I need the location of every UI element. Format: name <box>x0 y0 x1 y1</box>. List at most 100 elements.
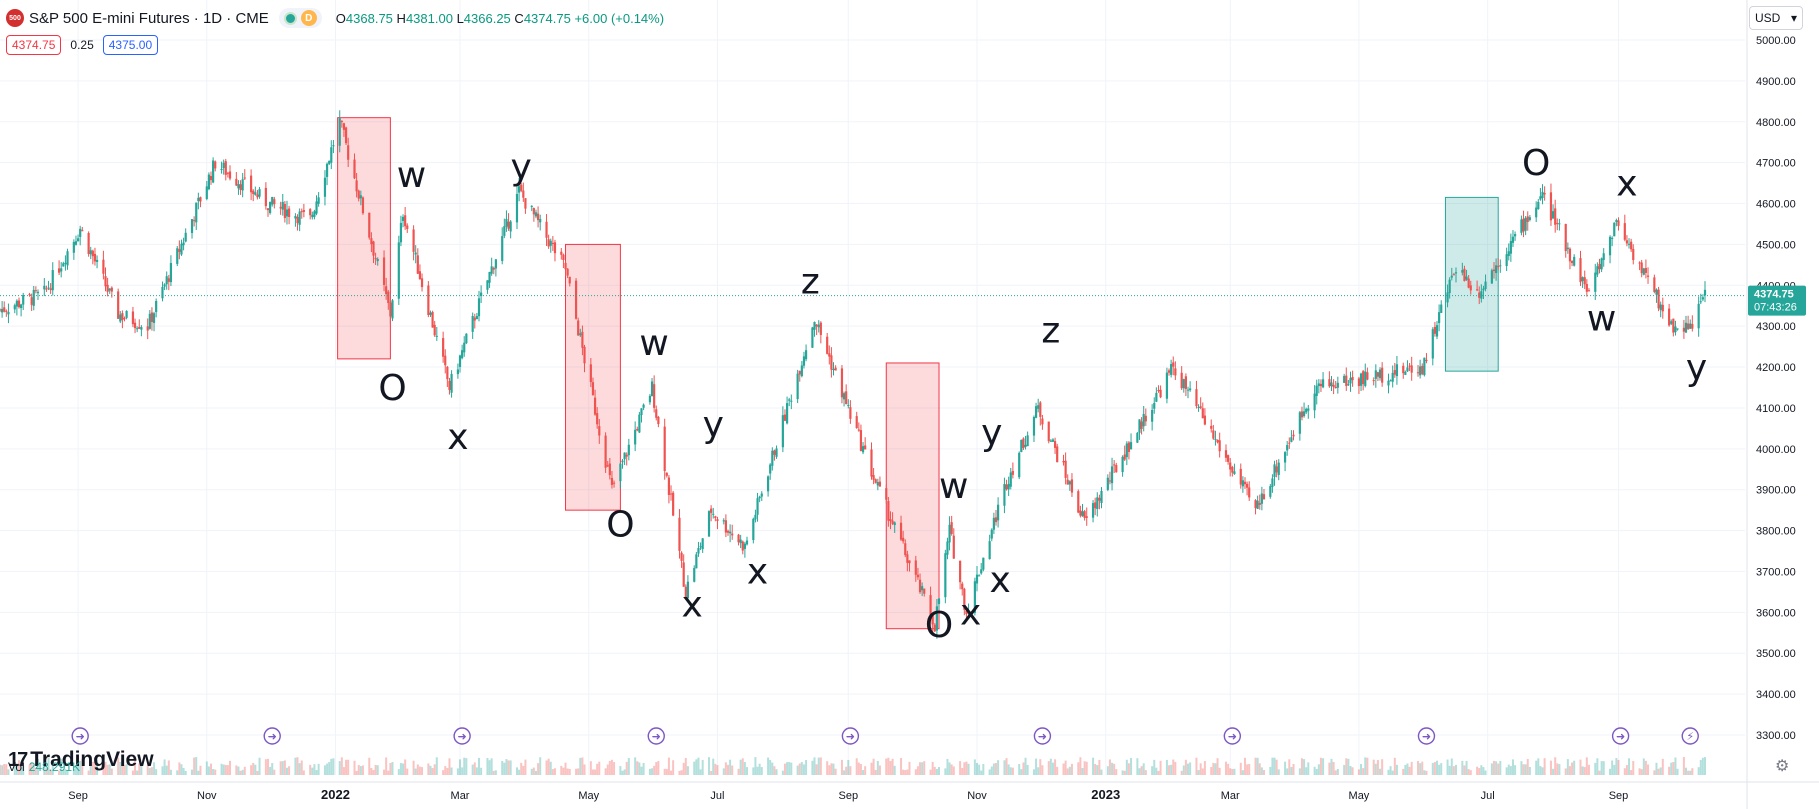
candle-body <box>918 579 922 593</box>
volume-bar <box>522 765 525 775</box>
event-arrow-icon[interactable]: ➜ <box>1611 727 1630 745</box>
candle-body <box>849 407 852 419</box>
candle-body <box>1469 285 1472 291</box>
candle-body <box>1494 265 1498 274</box>
volume-bar <box>302 770 305 775</box>
volume-bar <box>332 758 335 775</box>
candle-body <box>1053 441 1057 448</box>
candle-body <box>1672 318 1675 333</box>
candle-body <box>902 537 905 542</box>
volume-bar <box>212 768 215 775</box>
volume-bar <box>902 769 905 775</box>
event-arrow-icon[interactable]: ➜ <box>1417 727 1436 745</box>
volume-bar <box>459 759 462 775</box>
candle-body <box>17 300 21 308</box>
volume-bar <box>805 759 808 775</box>
candle-body <box>43 285 46 290</box>
event-arrow-icon[interactable]: ➜ <box>1223 727 1242 745</box>
volume-bar <box>1499 760 1502 775</box>
candle-body <box>828 353 831 357</box>
candle-body <box>503 226 506 236</box>
volume-bar <box>226 765 229 775</box>
candle-body <box>1676 328 1679 330</box>
volume-bar <box>1064 760 1067 775</box>
candle-body <box>766 476 770 492</box>
volume-bar <box>81 758 84 775</box>
candle-body <box>857 429 860 431</box>
volume-bar <box>214 769 217 775</box>
candle-body <box>235 178 238 186</box>
candle-body <box>948 524 951 543</box>
volume-bar <box>1305 767 1308 775</box>
candle-body <box>1241 480 1244 487</box>
candle-body <box>1077 491 1080 513</box>
candle-body <box>1402 365 1405 374</box>
candle-body <box>1007 483 1010 490</box>
lightning-icon[interactable]: ⚡ <box>1681 727 1699 745</box>
currency-select[interactable]: USD ▾ <box>1749 6 1803 30</box>
candle-body <box>610 477 614 485</box>
price-tick-label: 4200.00 <box>1756 362 1796 374</box>
volume-bar <box>359 766 362 775</box>
wave-label: y <box>511 147 532 188</box>
buy-button[interactable]: 4375.00 <box>102 35 159 55</box>
candle-body <box>435 335 438 337</box>
event-arrow-icon[interactable]: ➜ <box>71 727 89 745</box>
event-arrow-icon[interactable]: ➜ <box>453 727 471 745</box>
candle-body <box>49 288 52 290</box>
candle-body <box>178 249 181 252</box>
candle-body <box>1290 437 1293 442</box>
candle-body <box>302 210 305 212</box>
volume-bar <box>1277 769 1280 775</box>
volume-bar <box>148 768 151 775</box>
candle-body <box>418 271 422 280</box>
candle-body <box>1155 392 1158 402</box>
candle-body <box>1098 497 1101 501</box>
volume-bar <box>36 758 39 775</box>
volume-bar <box>1170 764 1173 775</box>
candle-body <box>1476 289 1479 291</box>
volume-bar <box>539 757 542 775</box>
candle-body <box>376 258 379 262</box>
candle-body <box>796 373 799 400</box>
candle-body <box>64 262 67 264</box>
price-tick-label: 3800.00 <box>1756 526 1796 538</box>
candle-body <box>944 553 947 598</box>
volume-bar <box>1347 758 1350 775</box>
candle-body <box>254 192 257 195</box>
volume-bar <box>1292 763 1295 775</box>
candle-body <box>357 190 360 199</box>
volume-bar <box>1685 767 1688 775</box>
candle-body <box>281 201 284 210</box>
event-arrow-icon[interactable]: ➜ <box>841 727 860 745</box>
event-arrow-icon[interactable]: ➜ <box>1033 727 1052 745</box>
wave-label: O <box>606 505 634 546</box>
volume-bar <box>1077 762 1080 775</box>
candle-body <box>627 444 630 456</box>
volume-bar <box>296 757 299 775</box>
volume-bar <box>1699 759 1702 775</box>
candle-body <box>714 516 717 518</box>
volume-bar <box>102 759 105 775</box>
event-arrow-icon[interactable]: ➜ <box>263 727 281 745</box>
volume-bar <box>15 764 18 775</box>
market-status-pill[interactable]: D <box>278 8 322 28</box>
symbol-title[interactable]: S&P 500 E-mini Futures · 1D · CME <box>29 9 269 27</box>
candle-body <box>490 266 493 274</box>
gear-icon[interactable]: ⚙ <box>1775 758 1790 775</box>
event-arrow-icon[interactable]: ➜ <box>647 727 665 745</box>
candle-body <box>834 367 837 371</box>
volume-bar <box>372 770 375 775</box>
candle-body <box>182 242 185 246</box>
volume-bar <box>123 765 126 775</box>
candle-body <box>152 313 156 323</box>
volume-bar <box>566 768 569 775</box>
volume-bar <box>501 760 504 775</box>
candle-body <box>893 522 896 526</box>
candle-body <box>598 426 601 436</box>
candle-body <box>1026 435 1029 447</box>
volume-bar <box>254 764 257 775</box>
sell-button[interactable]: 4374.75 <box>6 35 62 55</box>
volume-bar <box>433 764 436 775</box>
